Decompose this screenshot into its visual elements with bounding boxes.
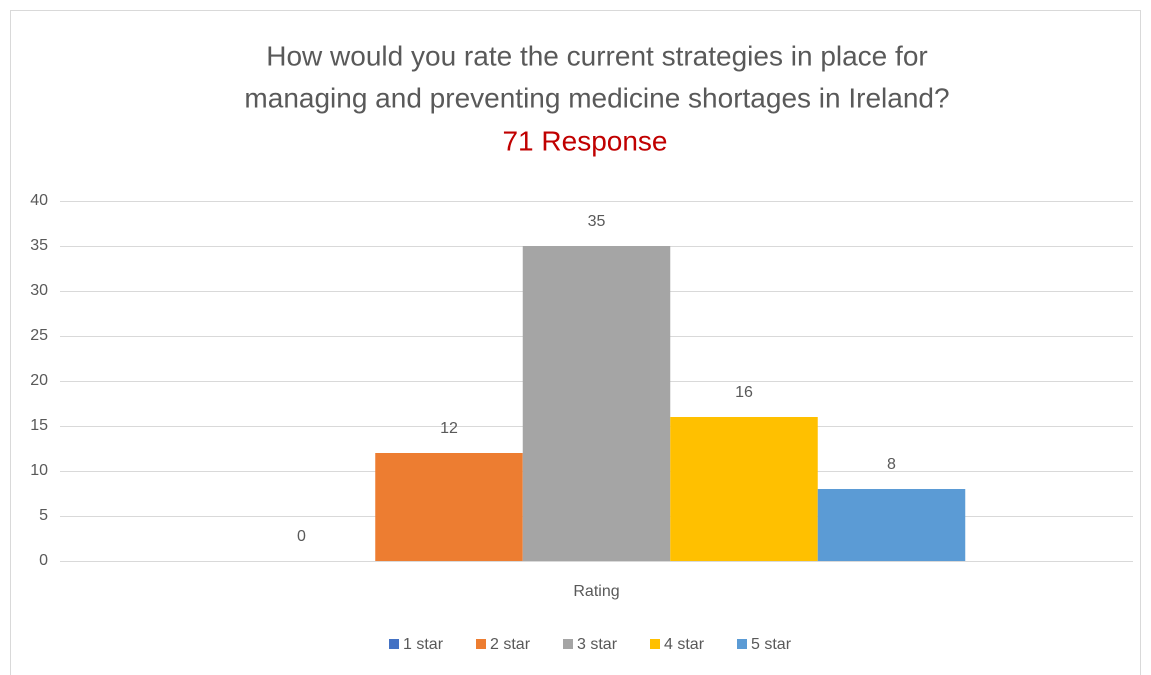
chart-subtitle: 71 Response xyxy=(502,125,667,156)
y-tick-label: 0 xyxy=(39,552,48,569)
legend-label: 1 star xyxy=(403,636,444,653)
y-tick-label: 30 xyxy=(30,282,48,299)
legend-label: 2 star xyxy=(490,636,531,653)
data-label: 12 xyxy=(440,420,458,437)
legend-swatch xyxy=(476,639,486,649)
y-tick-label: 20 xyxy=(30,372,48,389)
bar xyxy=(375,453,523,561)
legend-swatch xyxy=(563,639,573,649)
chart-frame xyxy=(10,10,1141,675)
y-tick-label: 40 xyxy=(30,192,48,209)
legend-label: 4 star xyxy=(664,636,705,653)
legend-swatch xyxy=(650,639,660,649)
y-tick-label: 10 xyxy=(30,462,48,479)
legend-label: 3 star xyxy=(577,636,618,653)
y-tick-label: 25 xyxy=(30,327,48,344)
legend-swatch xyxy=(389,639,399,649)
data-label: 0 xyxy=(297,528,306,545)
y-tick-label: 5 xyxy=(39,507,48,524)
x-tick-label: Rating xyxy=(573,583,619,600)
legend-label: 5 star xyxy=(751,636,792,653)
chart-title: How would you rate the current strategie… xyxy=(266,40,927,71)
data-label: 35 xyxy=(588,213,606,230)
legend-swatch xyxy=(737,639,747,649)
data-label: 16 xyxy=(735,384,753,401)
y-tick-label: 35 xyxy=(30,237,48,254)
y-tick-label: 15 xyxy=(30,417,48,434)
data-label: 8 xyxy=(887,456,896,473)
bar xyxy=(817,489,966,561)
chart-title: managing and preventing medicine shortag… xyxy=(244,82,949,113)
bar xyxy=(670,417,818,561)
bar xyxy=(522,246,671,561)
